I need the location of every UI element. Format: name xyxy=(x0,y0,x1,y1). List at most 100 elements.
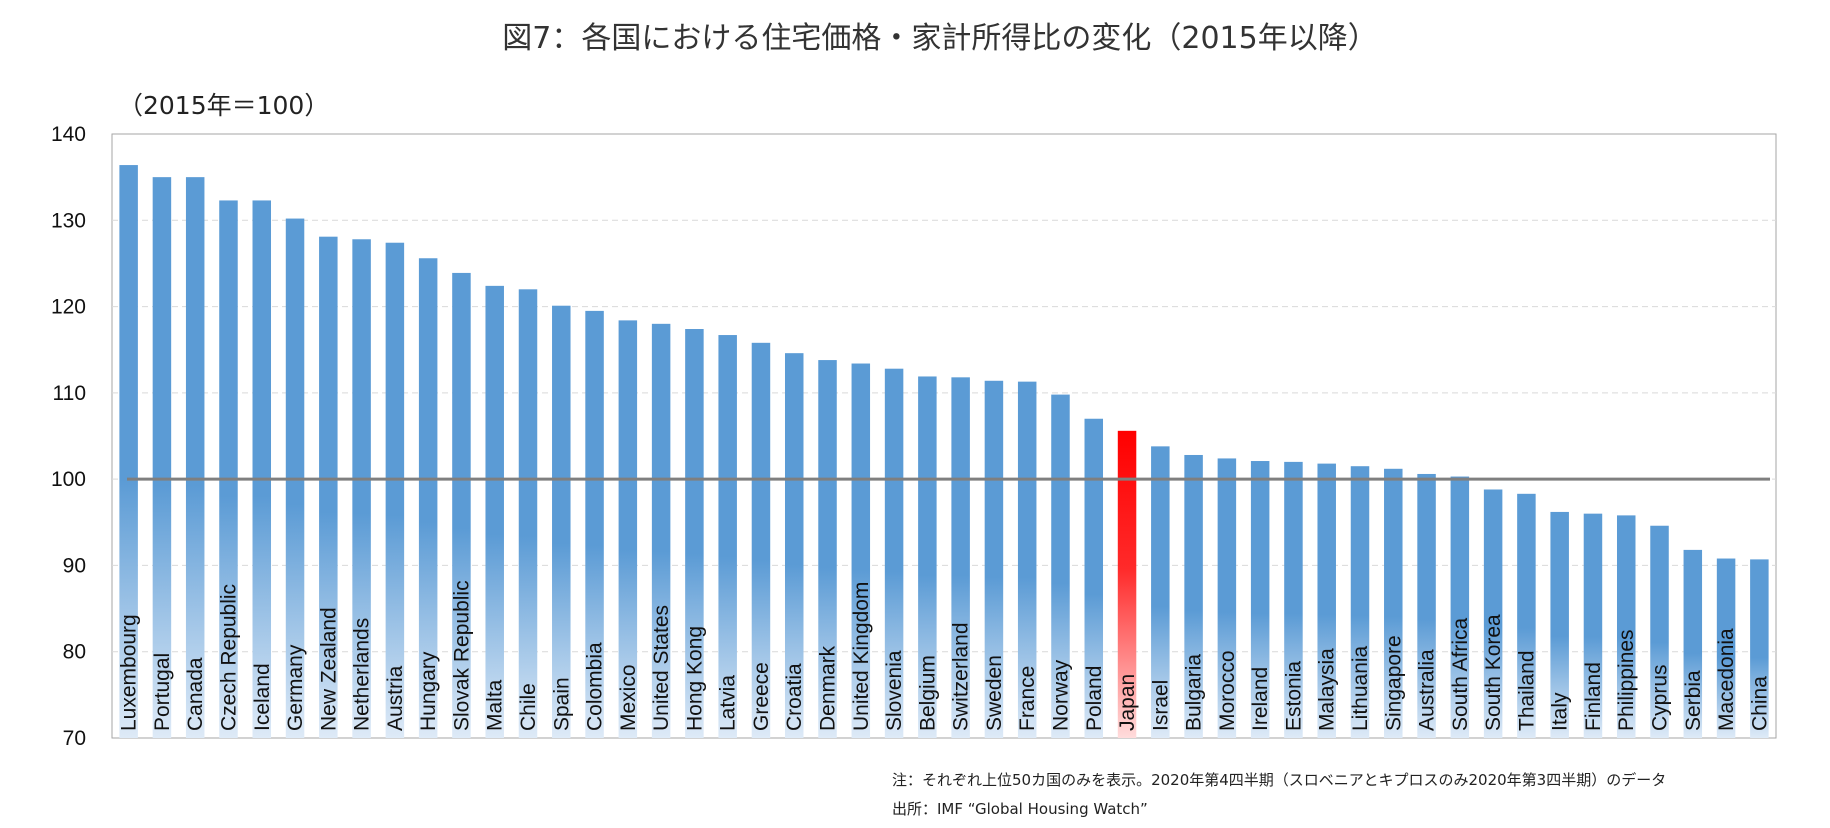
bar-france xyxy=(1017,381,1037,738)
bar-czech-republic xyxy=(219,200,238,738)
chart-title: 図7：各国における住宅価格・家計所得比の変化（2015年以降） xyxy=(502,21,1377,56)
bar-philippines xyxy=(1616,515,1636,738)
category-label: Canada xyxy=(184,657,207,731)
bar-thailand xyxy=(1517,493,1536,738)
bar-japan xyxy=(1117,430,1137,738)
bar-cyprus xyxy=(1650,525,1669,738)
bar-netherlands xyxy=(352,239,371,739)
bar-spain xyxy=(552,305,571,738)
category-label: Bulgaria xyxy=(1183,654,1206,731)
category-label: Luxembourg xyxy=(118,614,141,731)
bar-malaysia xyxy=(1317,463,1336,738)
bar-denmark xyxy=(818,360,837,738)
bar-lithuania xyxy=(1350,466,1370,738)
chart-note: 注：それぞれ上位50カ国のみを表示。2020年第4四半期（スロベニアとキプロスの… xyxy=(892,771,1666,789)
y-tick-label: 120 xyxy=(51,296,86,319)
category-label: Austria xyxy=(384,665,407,731)
bar-slovak-republic xyxy=(452,272,471,738)
category-label: Greece xyxy=(750,662,773,731)
bar-greece xyxy=(751,342,771,738)
category-label: Portugal xyxy=(151,653,174,731)
bar-morocco xyxy=(1217,458,1237,738)
bar-italy xyxy=(1550,511,1569,738)
bar-australia xyxy=(1417,473,1436,738)
chart-source: 出所：IMF “Global Housing Watch” xyxy=(892,800,1148,818)
category-label: Norway xyxy=(1049,659,1072,731)
plot-area xyxy=(111,133,1777,739)
bar-singapore xyxy=(1384,468,1403,738)
bar-canada xyxy=(185,177,205,739)
y-tick-label: 80 xyxy=(63,641,86,664)
bar-ireland xyxy=(1250,461,1270,738)
y-tick-label: 90 xyxy=(63,554,86,577)
category-label: Slovenia xyxy=(883,650,906,731)
category-label: Poland xyxy=(1083,666,1106,731)
bar-israel xyxy=(1151,446,1170,738)
category-label: Malta xyxy=(484,679,507,731)
category-label: Estonia xyxy=(1282,661,1305,731)
category-label: Colombia xyxy=(584,642,607,731)
bar-china xyxy=(1750,559,1769,738)
y-tick-label: 70 xyxy=(63,727,86,750)
category-label: Netherlands xyxy=(351,618,374,731)
category-label: United Kingdom xyxy=(850,582,873,731)
bar-bulgaria xyxy=(1184,454,1203,738)
category-label: Thailand xyxy=(1515,650,1538,731)
category-label: Germany xyxy=(284,644,307,731)
category-label: Finland xyxy=(1582,662,1605,731)
category-label: Cyprus xyxy=(1649,664,1672,731)
category-label: Italy xyxy=(1549,692,1572,731)
y-tick-label: 130 xyxy=(51,209,86,232)
bar-united-kingdom xyxy=(851,363,871,738)
category-label: France xyxy=(1016,666,1039,731)
y-tick-label: 110 xyxy=(53,382,86,405)
category-label: South Africa xyxy=(1449,617,1472,731)
category-label: Israel xyxy=(1149,680,1172,731)
category-label: Czech Republic xyxy=(217,584,240,731)
category-labels: Luxembourg Portugal Canada Czech Republic Ic… xyxy=(118,580,1772,731)
y-tick-label: 140 xyxy=(51,123,86,146)
bar-croatia xyxy=(784,353,804,738)
category-label: Denmark xyxy=(817,645,840,731)
y-tick-label: 100 xyxy=(51,468,86,491)
category-label: South Korea xyxy=(1482,614,1505,731)
category-label: Macedonia xyxy=(1715,628,1738,731)
category-label: New Zealand xyxy=(317,607,340,731)
y-unit-label: （2015年＝100） xyxy=(118,91,329,120)
category-label: Mexico xyxy=(617,664,640,731)
category-label: Serbia xyxy=(1682,670,1705,731)
bar-luxembourg xyxy=(119,165,138,738)
category-label: Switzerland xyxy=(950,622,973,731)
y-axis-ticks: 70 80 90 100 110 120 130 140 xyxy=(51,123,86,750)
category-label: Hungary xyxy=(417,651,440,731)
category-label: Sweden xyxy=(983,655,1006,731)
bar-iceland xyxy=(252,200,272,738)
bar-chile xyxy=(518,289,538,738)
category-label: Philippines xyxy=(1615,629,1638,731)
bar-switzerland xyxy=(951,377,970,738)
bar-latvia xyxy=(718,335,737,738)
bar-hong-kong xyxy=(685,329,704,738)
bar-malta xyxy=(485,285,504,738)
category-label: China xyxy=(1748,676,1771,731)
category-label: United States xyxy=(650,605,673,731)
bar-austria xyxy=(385,242,405,738)
bar-south-africa xyxy=(1450,476,1470,738)
bar-new-zealand xyxy=(319,236,338,738)
category-label: Latvia xyxy=(717,675,740,731)
bar-mexico xyxy=(618,320,638,738)
bar-belgium xyxy=(918,376,937,738)
bar-sweden xyxy=(984,380,1004,738)
bar-estonia xyxy=(1284,461,1303,738)
category-label: Slovak Republic xyxy=(450,580,473,731)
bar-portugal xyxy=(152,177,172,739)
bar-south-korea xyxy=(1483,489,1503,738)
category-label: Japan xyxy=(1116,674,1139,731)
category-label: Malaysia xyxy=(1316,648,1339,731)
category-label: Hong Kong xyxy=(683,626,706,731)
category-label: Singapore xyxy=(1382,635,1405,731)
category-label: Australia xyxy=(1416,649,1439,731)
bar-hungary xyxy=(418,258,438,738)
category-label: Ireland xyxy=(1249,667,1272,731)
bar-colombia xyxy=(585,310,604,738)
